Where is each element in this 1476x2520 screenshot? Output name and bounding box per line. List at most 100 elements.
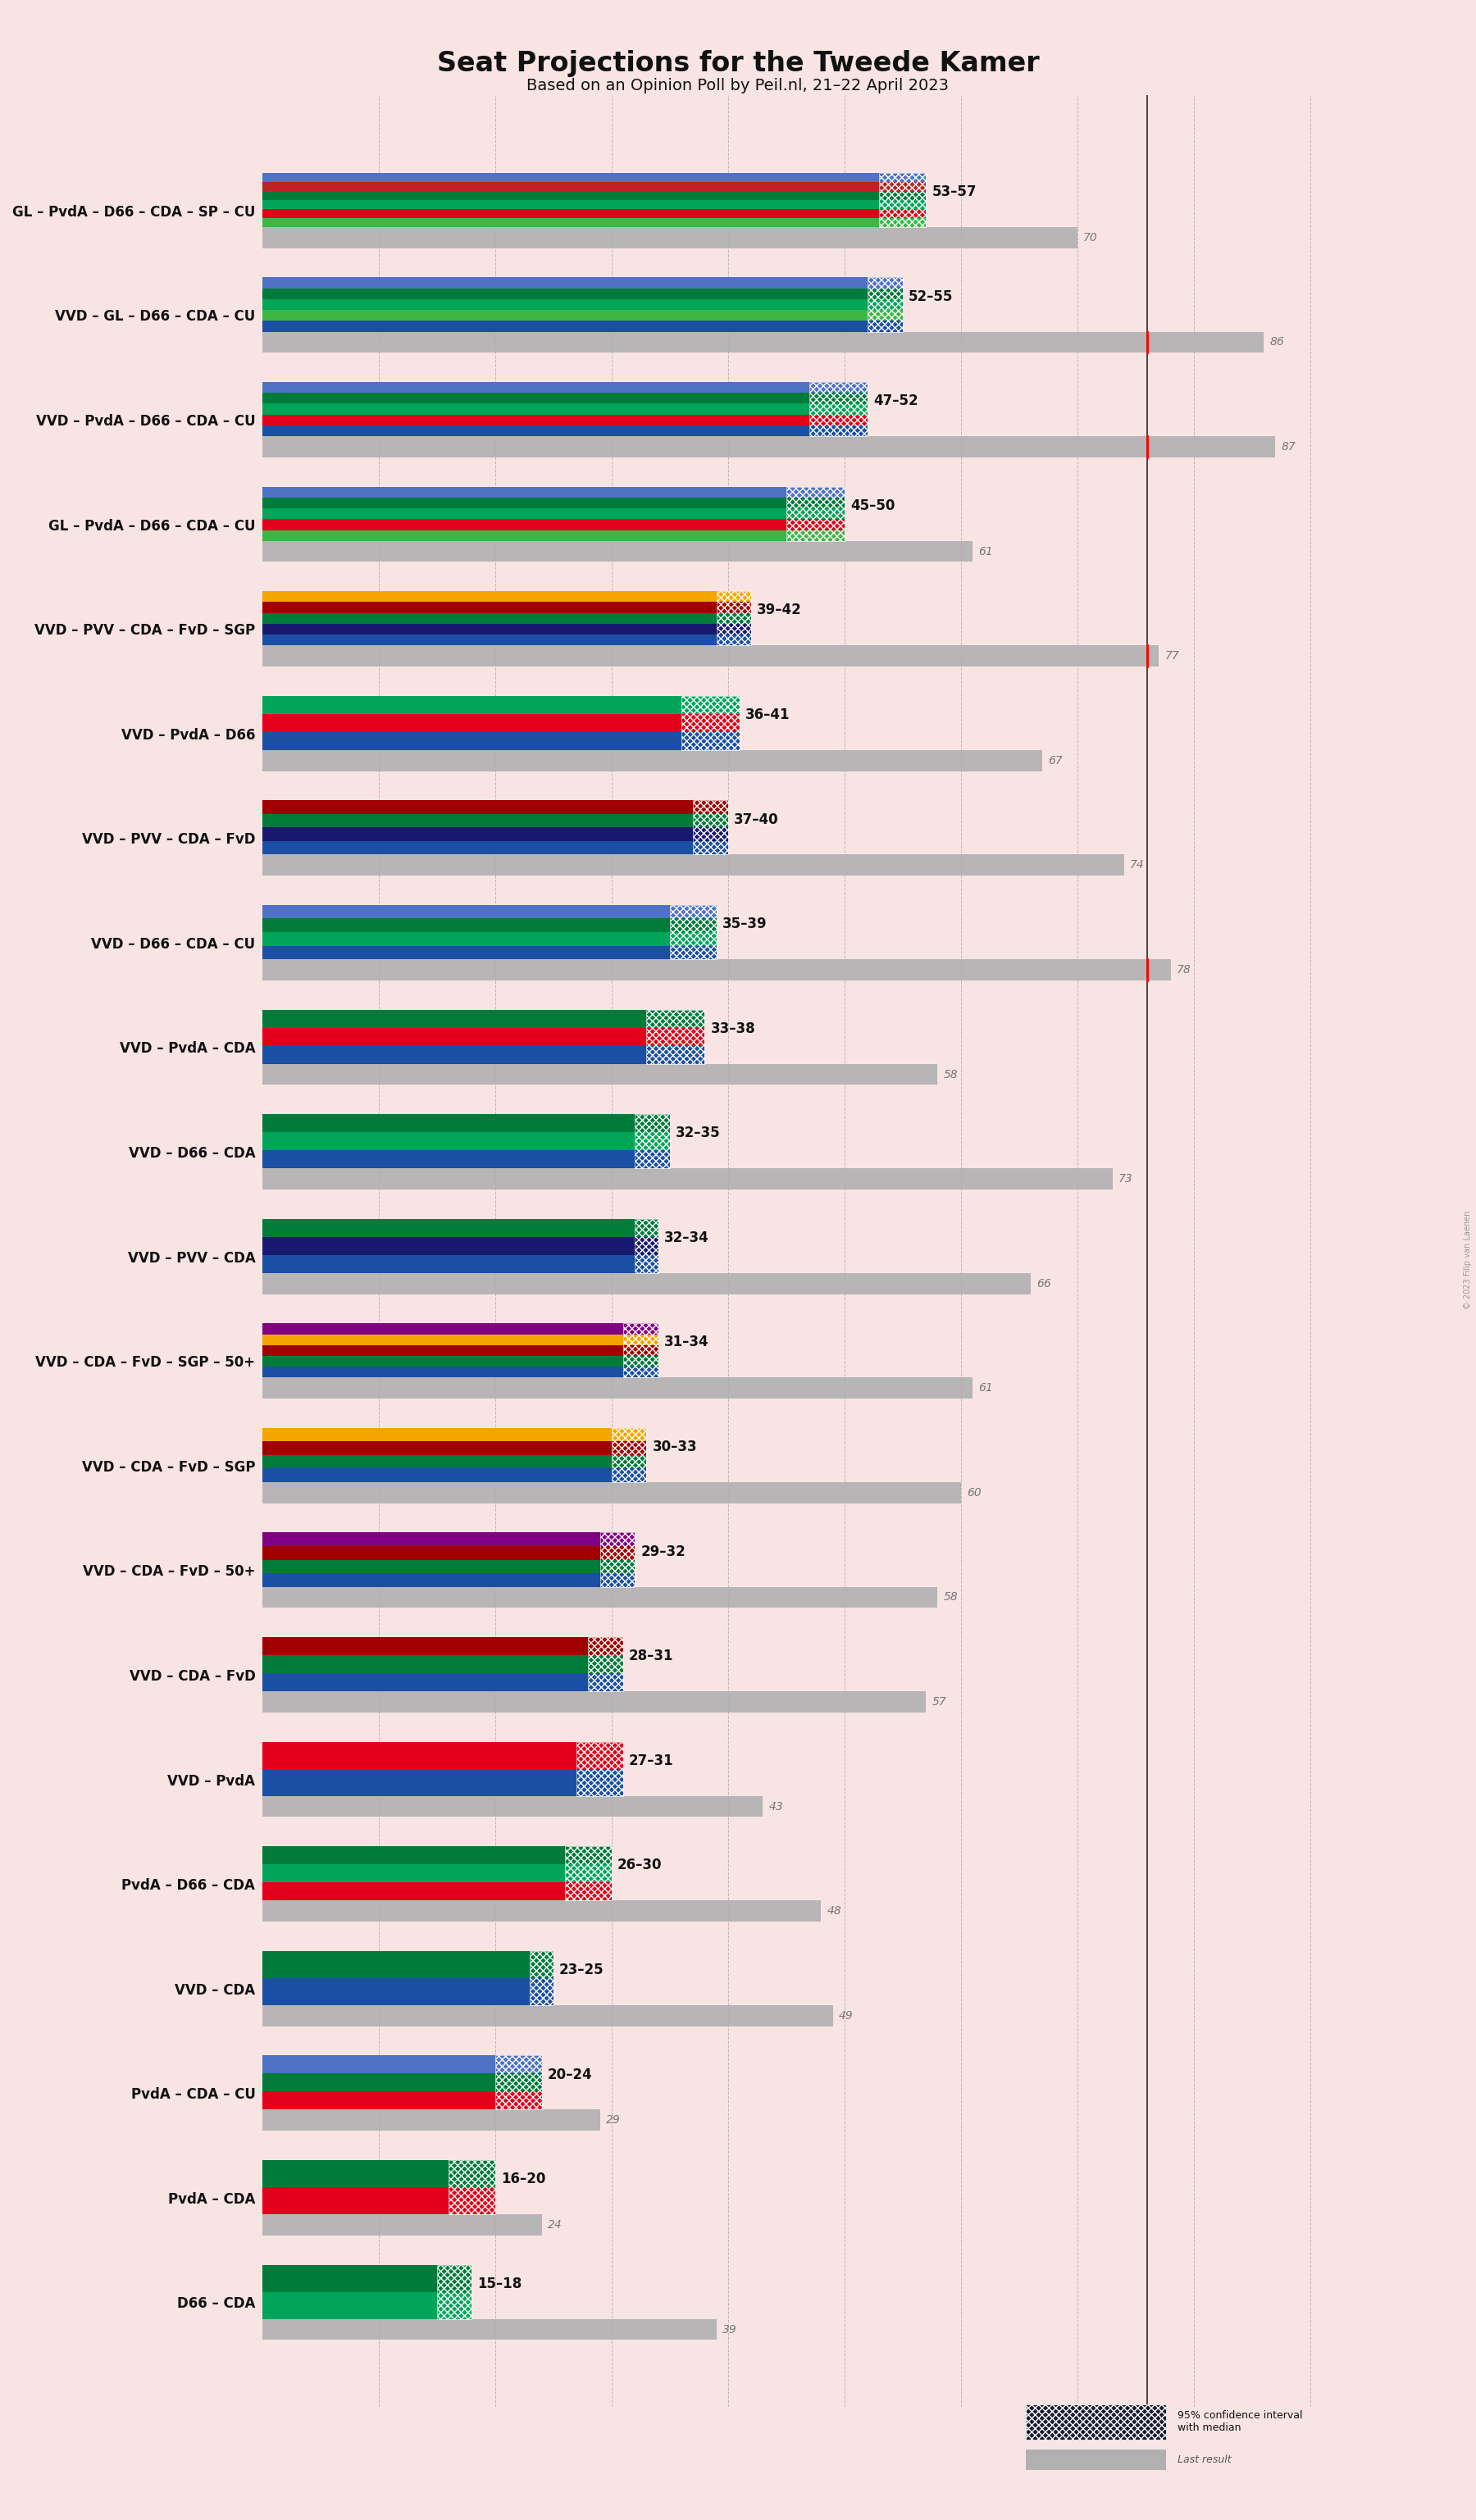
Bar xyxy=(263,814,728,827)
Bar xyxy=(263,403,868,416)
Bar xyxy=(263,1560,635,1572)
Bar xyxy=(263,416,868,426)
Bar xyxy=(263,1323,658,1333)
Bar xyxy=(263,1769,623,1797)
Bar xyxy=(263,1797,763,1817)
Bar xyxy=(263,174,925,181)
Bar xyxy=(263,842,728,854)
Text: 36–41: 36–41 xyxy=(745,708,790,723)
Bar xyxy=(263,1046,704,1063)
Bar xyxy=(263,1011,704,1028)
Bar xyxy=(263,192,925,199)
Bar xyxy=(263,219,925,227)
Bar xyxy=(263,854,1125,877)
Text: 35–39: 35–39 xyxy=(722,917,768,932)
Text: 33–38: 33–38 xyxy=(710,1021,756,1036)
Text: 78: 78 xyxy=(1176,965,1191,975)
Bar xyxy=(263,827,728,842)
Bar xyxy=(263,920,716,932)
Text: 47–52: 47–52 xyxy=(874,393,918,408)
Bar xyxy=(263,1220,658,1237)
Bar xyxy=(263,1691,925,1714)
Text: 45–50: 45–50 xyxy=(850,499,894,514)
Bar xyxy=(263,801,728,814)
Bar xyxy=(263,2006,832,2026)
Bar xyxy=(263,1255,658,1273)
Text: 49: 49 xyxy=(838,2011,853,2021)
Bar xyxy=(263,496,844,509)
Bar xyxy=(263,1588,937,1608)
Text: 39: 39 xyxy=(722,2323,737,2336)
Bar xyxy=(263,1673,623,1691)
Text: 58: 58 xyxy=(943,1593,958,1603)
Text: 15–18: 15–18 xyxy=(478,2276,523,2291)
Bar xyxy=(263,2318,716,2341)
Bar xyxy=(263,960,1170,980)
Text: 58: 58 xyxy=(943,1068,958,1081)
Text: 73: 73 xyxy=(1119,1174,1132,1184)
Text: 95% confidence interval
with median: 95% confidence interval with median xyxy=(1178,2409,1303,2434)
Bar xyxy=(263,1169,1113,1189)
Text: © 2023 Filip van Laenen: © 2023 Filip van Laenen xyxy=(1463,1210,1472,1310)
Text: 70: 70 xyxy=(1083,232,1098,244)
Bar xyxy=(263,1429,646,1441)
Text: 39–42: 39–42 xyxy=(757,602,801,617)
Text: 28–31: 28–31 xyxy=(629,1648,673,1663)
Text: 43: 43 xyxy=(769,1802,784,1812)
Text: Seat Projections for the Tweede Kamer: Seat Projections for the Tweede Kamer xyxy=(437,50,1039,78)
Bar xyxy=(263,1741,623,1769)
Bar xyxy=(263,2074,542,2092)
Bar xyxy=(263,2215,542,2235)
Text: 31–34: 31–34 xyxy=(664,1336,708,1351)
Text: 77: 77 xyxy=(1165,650,1179,663)
Bar xyxy=(263,436,1275,456)
Text: 66: 66 xyxy=(1036,1278,1051,1290)
Bar xyxy=(263,1900,821,1923)
Bar xyxy=(263,209,925,219)
Bar xyxy=(263,1882,611,1900)
Text: 87: 87 xyxy=(1281,441,1296,454)
Bar xyxy=(263,509,844,519)
Bar xyxy=(263,1378,973,1399)
Bar xyxy=(263,592,751,602)
Bar xyxy=(263,2291,472,2318)
Bar xyxy=(263,310,903,320)
Bar xyxy=(263,1333,658,1346)
Bar xyxy=(263,1149,670,1169)
Text: 37–40: 37–40 xyxy=(734,811,779,827)
Bar xyxy=(263,1865,611,1882)
Text: 67: 67 xyxy=(1048,756,1063,766)
Bar xyxy=(263,542,973,562)
Bar xyxy=(263,320,903,333)
Text: 52–55: 52–55 xyxy=(909,290,953,305)
Bar xyxy=(263,529,844,542)
Text: 57: 57 xyxy=(931,1696,946,1709)
Bar xyxy=(263,383,868,393)
Bar xyxy=(263,1950,554,1978)
Bar xyxy=(263,486,844,496)
Bar xyxy=(263,2056,542,2074)
Bar xyxy=(263,1532,635,1547)
Text: 86: 86 xyxy=(1269,338,1284,348)
Text: 27–31: 27–31 xyxy=(629,1754,675,1769)
Bar xyxy=(263,199,925,209)
Bar xyxy=(263,227,1077,247)
Bar xyxy=(263,333,1263,353)
Bar xyxy=(263,181,925,192)
Bar xyxy=(263,602,751,612)
Bar xyxy=(263,1237,658,1255)
Text: 16–20: 16–20 xyxy=(500,2172,546,2187)
Bar xyxy=(263,2265,472,2291)
Text: 48: 48 xyxy=(827,1905,841,1918)
Bar xyxy=(263,426,868,436)
Bar xyxy=(263,287,903,300)
Bar xyxy=(263,731,739,751)
Text: 24: 24 xyxy=(548,2220,562,2230)
Bar xyxy=(263,1028,704,1046)
Text: 74: 74 xyxy=(1129,859,1144,872)
Text: Last result: Last result xyxy=(1178,2454,1231,2465)
Bar xyxy=(263,1273,1030,1295)
Text: 32–34: 32–34 xyxy=(664,1230,708,1245)
Bar xyxy=(263,519,844,529)
Bar xyxy=(263,1063,937,1086)
